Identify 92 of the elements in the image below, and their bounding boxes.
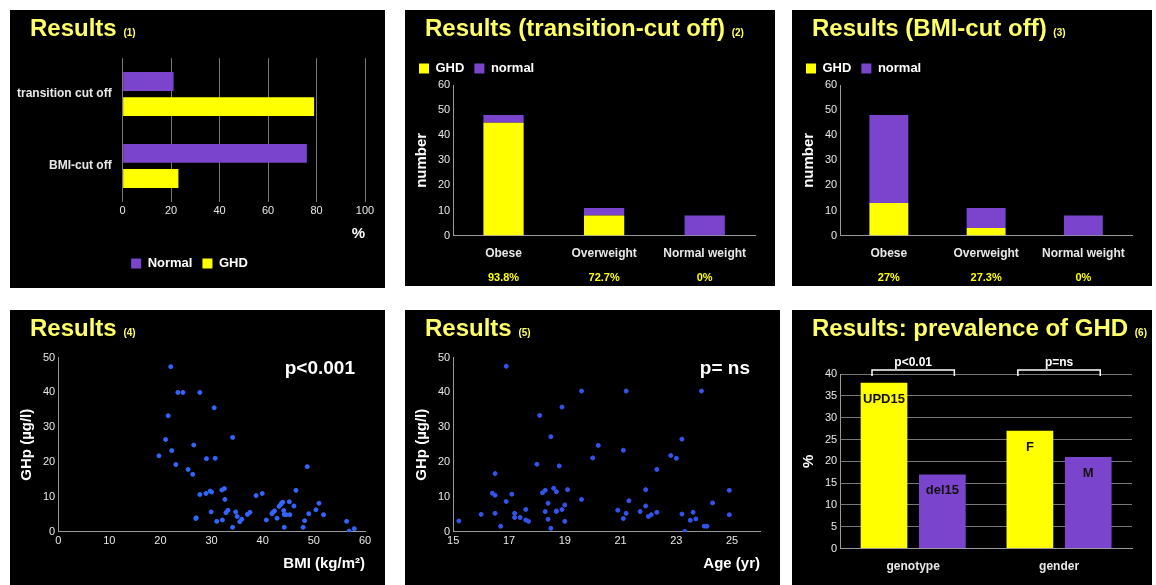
x-tick-label: 50 (307, 534, 320, 547)
y-tick-label: 50 (42, 350, 56, 363)
y-tick-label: 20 (437, 455, 451, 468)
y-tick-label: 40 (824, 367, 838, 380)
y-tick-label: 25 (824, 432, 838, 445)
y-axis-title: number (412, 132, 430, 188)
x-tick-label: 0 (119, 204, 126, 217)
y-tick-label: 10 (437, 489, 451, 502)
y-tick-label: 40 (42, 385, 56, 398)
annotation: p<0.001 (284, 356, 356, 378)
y-tick-label: 10 (824, 497, 838, 510)
legend-label: GHD (822, 60, 852, 76)
y-tick-label: 0 (49, 524, 56, 537)
text: 0% (696, 271, 713, 284)
data-label: UPD15 (863, 390, 905, 406)
legend-label: GHD (218, 255, 248, 271)
y-axis-title: GHp (µg/l) (17, 408, 35, 481)
x-tick-label: Overweight (571, 246, 637, 261)
text: 0% (1075, 271, 1092, 284)
y-tick-label: 15 (824, 476, 838, 489)
y-tick-label: 0 (831, 228, 838, 241)
x-tick-label: Normal weight (663, 246, 747, 261)
legend-label: normal (490, 60, 535, 76)
y-tick-label: 40 (437, 128, 451, 141)
y-tick-label: 20 (824, 454, 838, 467)
x-tick-label: 20 (165, 204, 178, 217)
x-tick-label: 21 (614, 534, 627, 547)
x-axis-title: Age (yr) (703, 554, 760, 572)
x-tick-label: 20 (154, 534, 167, 547)
text: p=ns (1044, 355, 1074, 369)
x-tick-label: 40 (256, 534, 269, 547)
x-tick-label: 30 (205, 534, 218, 547)
x-tick-label: 40 (213, 204, 226, 217)
x-tick-label: 100 (355, 204, 375, 217)
annotation: p= ns (699, 356, 750, 378)
data-label: F (1025, 438, 1034, 454)
text: 27% (877, 271, 901, 284)
y-tick-label: 40 (437, 385, 451, 398)
y-tick-label: 60 (824, 78, 838, 91)
x-tick-label: 19 (558, 534, 571, 547)
y-tick-label: 30 (437, 420, 451, 433)
y-axis-title: number (799, 132, 817, 188)
x-tick-label: Obese (870, 246, 908, 261)
x-tick-label: gender (1039, 559, 1080, 574)
y-tick-label: 30 (824, 410, 838, 423)
y-tick-label: 20 (437, 178, 451, 191)
legend-label: Normal (147, 255, 193, 271)
y-axis-title: GHp (µg/l) (412, 408, 430, 481)
x-tick-label: 60 (261, 204, 275, 217)
x-tick-label: 23 (670, 534, 683, 547)
x-tick-label: 60 (358, 534, 372, 547)
x-tick-label: 80 (310, 204, 323, 217)
y-axis-title: % (799, 454, 817, 468)
text: p<0.01 (894, 355, 933, 369)
x-tick-label: Normal weight (1042, 246, 1125, 261)
chart-title: Results (4) (30, 314, 136, 342)
y-tick-label: 30 (42, 420, 56, 433)
text: 27.3% (970, 271, 1002, 284)
chart-title: Results (1) (30, 14, 136, 42)
x-axis-title: BMI (kg/m²) (283, 554, 365, 572)
chart-title: Results (transition-cut off) (2) (425, 14, 744, 42)
x-tick-label: genotype (886, 559, 941, 574)
y-tick-label: 40 (824, 128, 838, 141)
y-tick-label: 30 (437, 153, 451, 166)
y-tick-label: 50 (437, 103, 451, 116)
data-label: M (1082, 464, 1094, 480)
data-label: del15 (925, 482, 959, 498)
x-tick-label: 17 (502, 534, 516, 547)
x-tick-label: Overweight (953, 246, 1019, 261)
legend-label: normal (877, 60, 922, 76)
legend-label: GHD (435, 60, 465, 76)
y-tick-label: 50 (437, 350, 451, 363)
y-tick-label: 50 (824, 103, 838, 116)
chart-title: Results: prevalence of GHD (6) (812, 314, 1147, 342)
y-tick-label: BMI-cut off (49, 158, 113, 173)
y-tick-label: 30 (824, 153, 838, 166)
y-tick-label: 5 (831, 519, 838, 532)
y-tick-label: 60 (437, 78, 451, 91)
x-tick-label: 25 (725, 534, 739, 547)
text: 93.8% (487, 271, 520, 284)
y-tick-label: 20 (824, 178, 838, 191)
chart-title: Results (BMI-cut off) (3) (812, 14, 1066, 42)
y-tick-label: 35 (824, 388, 838, 401)
chart-title: Results (5) (425, 314, 531, 342)
y-tick-label: 10 (42, 489, 56, 502)
x-axis-title: % (351, 224, 365, 242)
y-tick-label: 20 (42, 455, 56, 468)
y-tick-label: transition cut off (16, 86, 113, 101)
x-tick-label: Obese (485, 246, 523, 261)
text: 72.7% (588, 271, 620, 284)
y-tick-label: 0 (444, 228, 451, 241)
y-tick-label: 0 (444, 524, 451, 537)
